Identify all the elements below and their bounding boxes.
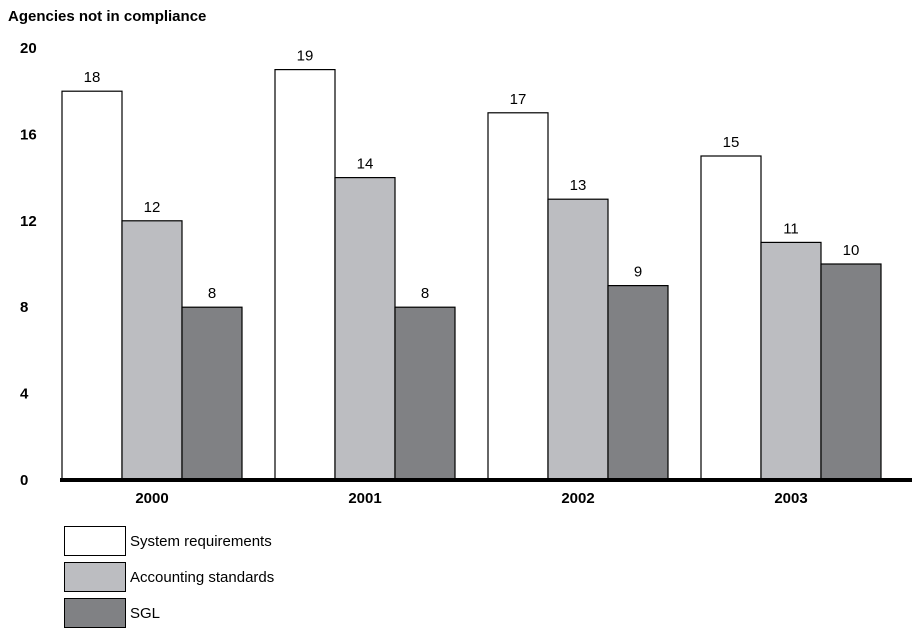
data-label: 14 xyxy=(357,156,374,173)
bar xyxy=(760,241,822,481)
bar xyxy=(547,198,609,481)
y-tick-label: 0 xyxy=(20,472,28,489)
legend: System requirements Accounting standards… xyxy=(64,523,274,631)
data-label: 19 xyxy=(297,48,314,65)
legend-label-system-requirements: System requirements xyxy=(130,532,272,550)
bar xyxy=(394,306,456,481)
data-label: 13 xyxy=(570,177,587,194)
data-label: 8 xyxy=(208,285,216,302)
legend-item-accounting-standards: Accounting standards xyxy=(64,559,274,595)
x-tick-label: 2003 xyxy=(774,490,807,507)
legend-swatch-system-requirements xyxy=(64,526,126,556)
x-tick-label: 2002 xyxy=(561,490,594,507)
bar xyxy=(334,177,396,481)
y-tick-label: 16 xyxy=(20,126,37,143)
bar xyxy=(181,306,243,481)
legend-swatch-sgl xyxy=(64,598,126,628)
legend-label-sgl: SGL xyxy=(130,604,161,622)
x-tick-label: 2000 xyxy=(135,490,168,507)
legend-item-system-requirements: System requirements xyxy=(64,523,274,559)
bar xyxy=(121,220,183,481)
data-label: 8 xyxy=(421,285,429,302)
y-tick-label: 4 xyxy=(20,386,29,403)
bar xyxy=(607,285,669,481)
bar xyxy=(487,112,549,481)
y-axis-title: Agencies not in compliance xyxy=(8,8,207,25)
data-label: 17 xyxy=(510,91,527,108)
bar xyxy=(274,68,336,481)
y-tick-label: 20 xyxy=(20,40,37,57)
y-tick-label: 12 xyxy=(20,213,37,230)
data-label: 11 xyxy=(783,220,799,237)
y-tick-label: 8 xyxy=(20,299,28,316)
data-label: 9 xyxy=(634,264,642,281)
legend-swatch-accounting-standards xyxy=(64,562,126,592)
x-tick-label: 2001 xyxy=(348,490,381,507)
data-label: 10 xyxy=(843,242,860,259)
bar xyxy=(700,155,762,481)
data-label: 12 xyxy=(144,199,161,216)
bar xyxy=(61,90,123,481)
legend-label-accounting-standards: Accounting standards xyxy=(130,568,275,586)
bar xyxy=(820,263,882,481)
data-label: 18 xyxy=(84,69,101,86)
legend-item-sgl: SGL xyxy=(64,595,274,631)
data-label: 15 xyxy=(723,134,740,151)
